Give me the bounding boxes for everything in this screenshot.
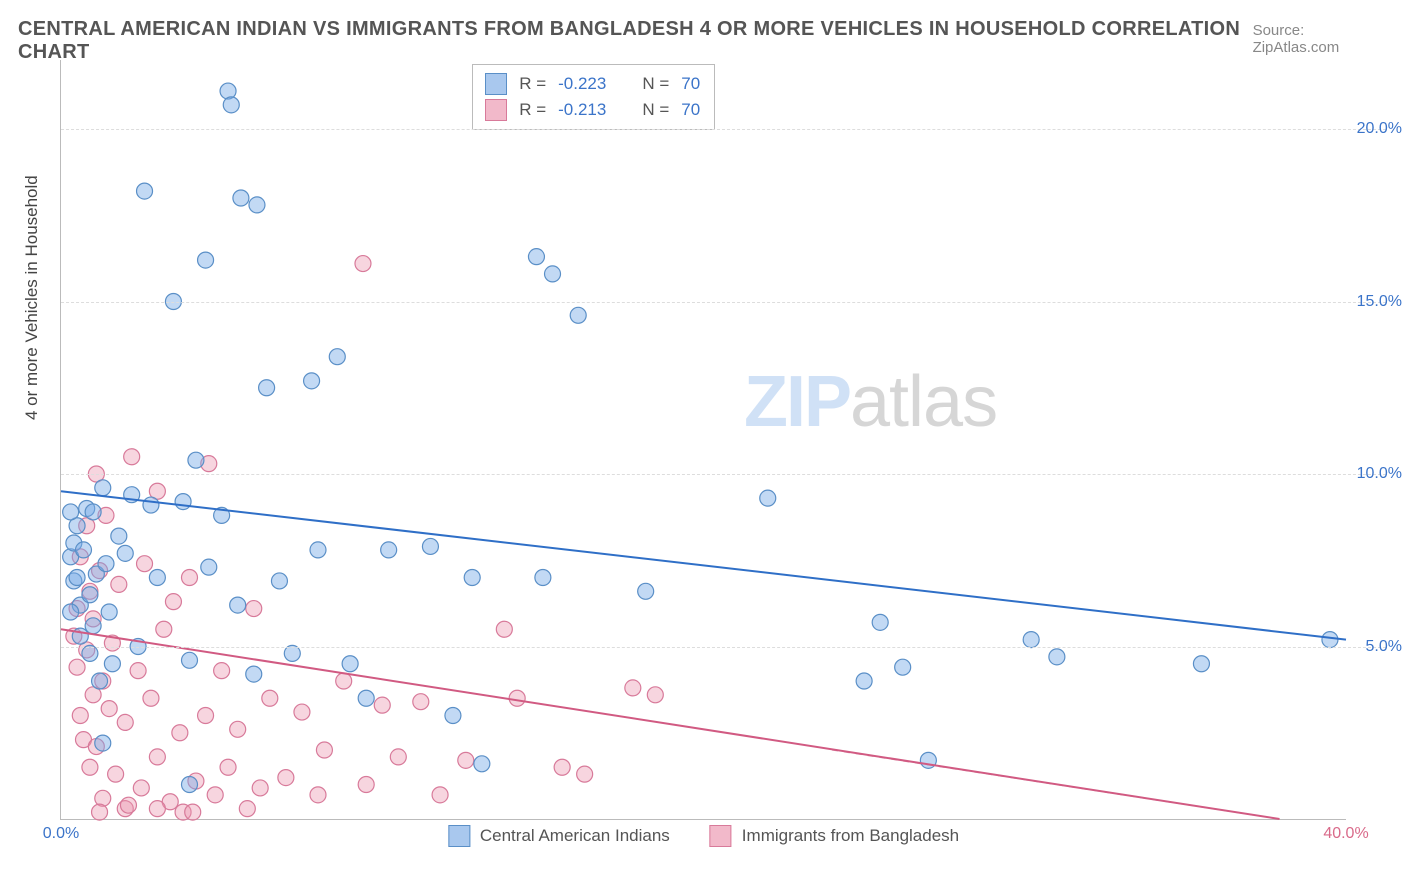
- y-tick-label: 20.0%: [1355, 120, 1402, 138]
- legend-r-value-pink: -0.213: [558, 100, 606, 120]
- chart-title: CENTRAL AMERICAN INDIAN VS IMMIGRANTS FR…: [18, 18, 1253, 64]
- legend-n-value-pink: 70: [681, 100, 700, 120]
- legend-n-value-blue: 70: [681, 74, 700, 94]
- series-pink: [66, 256, 663, 821]
- legend-n-label-blue: N =: [642, 74, 669, 94]
- legend-bottom: Central American Indians Immigrants from…: [448, 825, 959, 847]
- legend-top-row-blue: R = -0.223 N = 70: [485, 71, 700, 97]
- legend-bottom-label-blue: Central American Indians: [480, 826, 670, 846]
- legend-bottom-label-pink: Immigrants from Bangladesh: [742, 826, 959, 846]
- legend-top: R = -0.223 N = 70 R = -0.213 N = 70: [472, 64, 715, 130]
- y-tick-label: 15.0%: [1355, 293, 1402, 311]
- series-blue: [63, 83, 1338, 792]
- legend-r-value-blue: -0.223: [558, 74, 606, 94]
- chart-svg: [61, 60, 1346, 819]
- x-tick-label: 0.0%: [43, 825, 79, 843]
- legend-swatch-pink: [485, 99, 507, 121]
- source-label: Source: ZipAtlas.com: [1253, 22, 1388, 56]
- legend-bottom-swatch-pink: [710, 825, 732, 847]
- plot-area: ZIPatlas R = -0.223 N = 70 R = -0.213 N …: [60, 60, 1346, 820]
- legend-n-label-pink: N =: [642, 100, 669, 120]
- legend-r-label-pink: R =: [519, 100, 546, 120]
- x-tick-label: 40.0%: [1323, 825, 1368, 843]
- y-axis-title: 4 or more Vehicles in Household: [22, 175, 42, 420]
- legend-top-row-pink: R = -0.213 N = 70: [485, 97, 700, 123]
- legend-bottom-blue: Central American Indians: [448, 825, 670, 847]
- legend-swatch-blue: [485, 73, 507, 95]
- y-tick-label: 5.0%: [1364, 638, 1402, 656]
- y-tick-label: 10.0%: [1355, 465, 1402, 483]
- legend-r-label-blue: R =: [519, 74, 546, 94]
- legend-bottom-pink: Immigrants from Bangladesh: [710, 825, 959, 847]
- legend-bottom-swatch-blue: [448, 825, 470, 847]
